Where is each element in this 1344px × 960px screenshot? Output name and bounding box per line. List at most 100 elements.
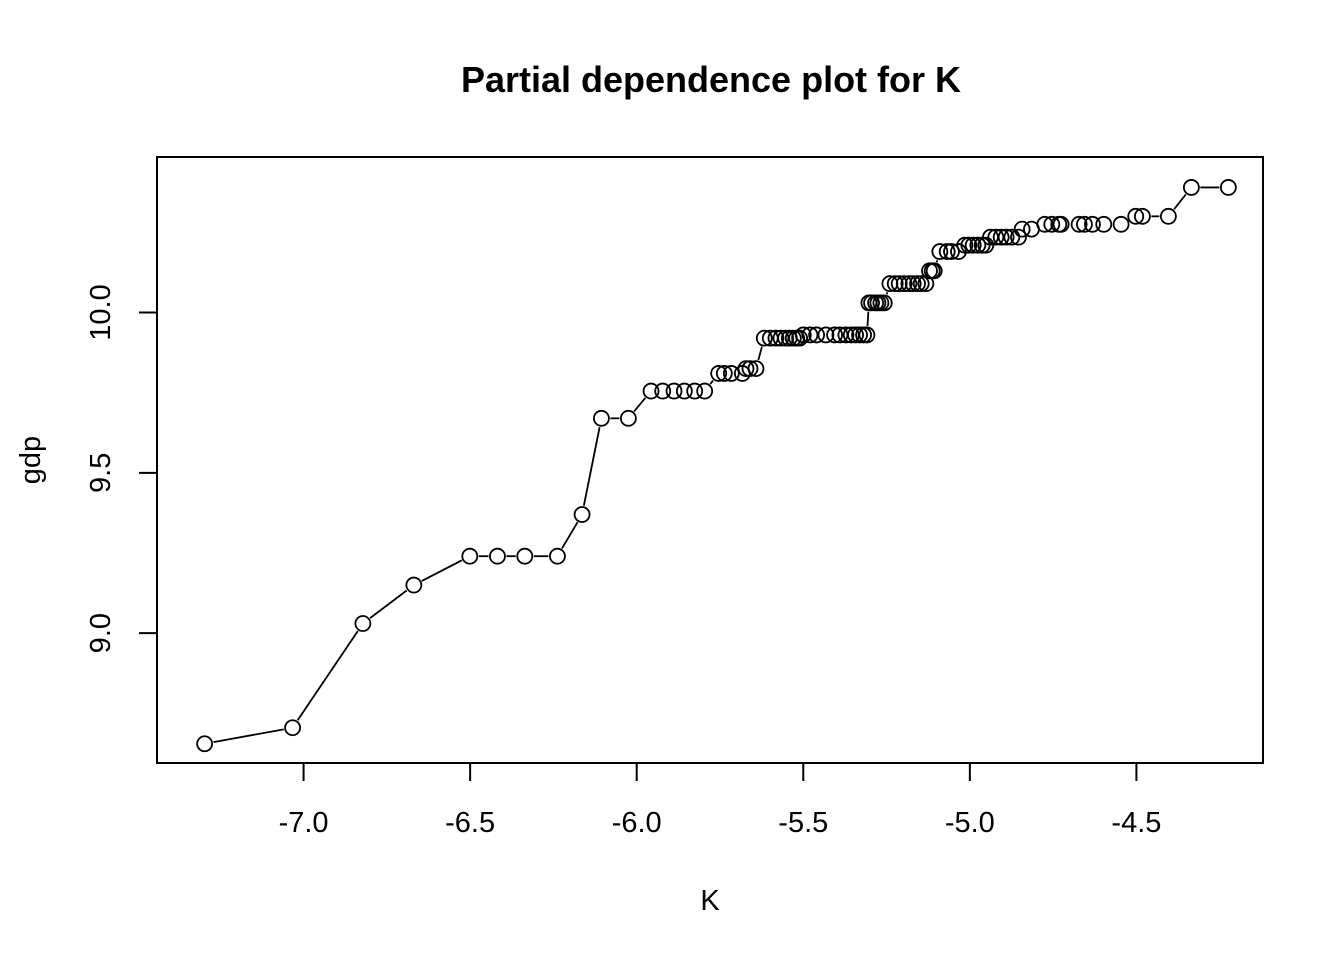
series-0-point-33 [794, 326, 812, 344]
series-0-segment-62 [935, 259, 939, 263]
series-0-segment-0 [213, 728, 284, 744]
y-tick-label-2: 10.0 [85, 284, 117, 340]
series-0-point-41 [847, 326, 864, 344]
series-0-point-90 [1127, 207, 1145, 225]
series-0-point-75 [992, 228, 1010, 246]
series-0-point-2 [354, 615, 372, 632]
series-0-point-11 [642, 382, 660, 400]
x-axis-label: K [700, 885, 720, 917]
series-0-point-82 [1043, 215, 1061, 233]
series-0-point-91 [1134, 207, 1151, 225]
series-0-point-23 [747, 360, 765, 378]
series-0-point-87 [1084, 215, 1101, 233]
series-0-point-5 [489, 547, 506, 565]
series-0-point-22 [741, 360, 759, 378]
series-0-point-15 [686, 382, 704, 400]
series-0-segment-7 [561, 521, 579, 549]
series-0-point-56 [904, 275, 922, 293]
series-0-point-3 [405, 576, 423, 594]
series-0-point-4 [461, 547, 479, 565]
series-0-point-36 [817, 326, 835, 344]
series-0-point-16 [696, 382, 714, 400]
series-0-point-84 [1052, 215, 1070, 233]
series-0-point-50 [875, 294, 893, 312]
series-0-point-37 [826, 326, 843, 344]
series-0-segment-2 [369, 589, 408, 619]
series-0-point-21 [737, 360, 755, 378]
plot-frame [156, 156, 1264, 764]
series-0-point-86 [1076, 215, 1093, 233]
y-axis: 9.0 9.5 10.0 [85, 284, 157, 653]
series-0-segment-50 [885, 292, 889, 295]
series-0-point-9 [592, 409, 610, 427]
series-0-point-68 [960, 236, 978, 254]
series-0-segment-3 [421, 559, 463, 582]
series-0-segment-16 [709, 379, 714, 385]
series-0-point-26 [767, 329, 785, 347]
x-tick-label-3: -5.5 [778, 807, 828, 839]
series-points [196, 179, 1237, 753]
series-0-point-1 [284, 719, 301, 737]
x-tick-label-0: -7.0 [279, 807, 329, 839]
series-0-point-67 [956, 236, 974, 254]
y-axis-label: gdp [15, 436, 47, 484]
series-0-point-44 [858, 326, 876, 344]
series-0-point-14 [675, 382, 693, 400]
series-0-point-54 [895, 275, 913, 293]
series-0-point-81 [1036, 215, 1054, 233]
series-0-point-89 [1112, 215, 1130, 233]
series-0-segment-44 [866, 311, 870, 327]
series-0-point-63 [931, 243, 949, 260]
series-0-point-77 [1003, 228, 1021, 246]
series-0-point-62 [925, 262, 943, 280]
series-0-segment-23 [757, 346, 763, 361]
x-tick-label-2: -6.0 [612, 807, 662, 839]
series-0-point-92 [1159, 207, 1177, 225]
series-0-point-24 [755, 329, 773, 347]
series-0-point-79 [1013, 220, 1031, 238]
series-0-point-93 [1182, 179, 1200, 196]
series-0-point-53 [890, 275, 908, 293]
y-tick-label-1: 9.5 [85, 453, 117, 493]
series-0-segment-92 [1173, 193, 1187, 210]
series-0-point-17 [710, 365, 728, 382]
series-0-point-13 [665, 382, 683, 400]
series-0-point-35 [808, 326, 826, 344]
series-0-point-52 [886, 275, 904, 293]
series-0-point-42 [851, 326, 868, 344]
series-0-point-12 [654, 382, 672, 400]
series-0-point-8 [573, 506, 591, 523]
series-0-point-7 [549, 547, 566, 565]
series-0-point-76 [997, 228, 1015, 246]
x-tick-label-5: -4.5 [1111, 807, 1161, 839]
series-0-point-85 [1070, 215, 1088, 233]
series-0-point-94 [1219, 179, 1237, 196]
series-0-point-74 [987, 228, 1005, 246]
series-0-point-65 [943, 243, 960, 260]
series-0-point-32 [791, 329, 809, 347]
x-tick-label-1: -6.5 [445, 807, 495, 839]
series-0-point-0 [196, 735, 214, 753]
series-0-point-46 [863, 294, 880, 312]
series-0-point-6 [516, 547, 534, 565]
series-0-segment-10 [633, 397, 646, 412]
x-axis: -7.0 -6.5 -6.0 -5.5 -5.0 -4.5 [279, 763, 1161, 839]
series-0-point-88 [1095, 215, 1113, 233]
series-0-point-64 [938, 243, 956, 260]
series-0-segment-8 [582, 426, 601, 506]
series-0-point-10 [619, 409, 637, 427]
series-0-point-70 [969, 236, 987, 254]
series-0-point-39 [837, 326, 855, 344]
series-0-point-34 [801, 326, 819, 344]
chart-title: Partial dependence plot for K [461, 59, 961, 100]
series-0-point-58 [912, 275, 930, 293]
series-0-point-69 [964, 236, 982, 254]
x-tick-label-4: -5.0 [945, 807, 995, 839]
series-0-point-19 [722, 365, 740, 382]
series-0-point-55 [900, 275, 918, 293]
y-tick-label-0: 9.0 [85, 613, 117, 653]
series-0-point-18 [715, 365, 733, 382]
series-lines [213, 186, 1220, 744]
series-0-segment-1 [296, 630, 359, 721]
